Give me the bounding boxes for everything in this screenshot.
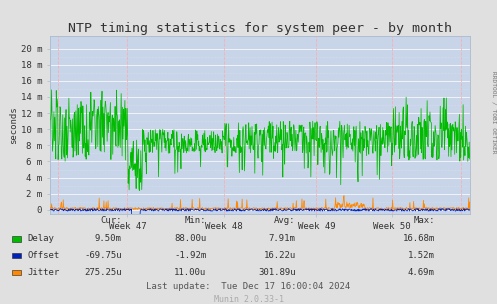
Text: 7.91m: 7.91m bbox=[269, 234, 296, 244]
Title: NTP timing statistics for system peer - by month: NTP timing statistics for system peer - … bbox=[68, 22, 452, 35]
Text: Jitter: Jitter bbox=[27, 268, 60, 277]
Text: Cur:: Cur: bbox=[100, 216, 122, 226]
Text: 275.25u: 275.25u bbox=[84, 268, 122, 277]
Text: Delay: Delay bbox=[27, 234, 54, 244]
Text: -1.92m: -1.92m bbox=[174, 251, 206, 260]
Text: Max:: Max: bbox=[414, 216, 435, 226]
Text: Munin 2.0.33-1: Munin 2.0.33-1 bbox=[214, 295, 283, 304]
Text: -69.75u: -69.75u bbox=[84, 251, 122, 260]
Y-axis label: seconds: seconds bbox=[9, 107, 18, 144]
Text: 1.52m: 1.52m bbox=[408, 251, 435, 260]
Text: 16.22u: 16.22u bbox=[263, 251, 296, 260]
Text: 88.00u: 88.00u bbox=[174, 234, 206, 244]
Text: 9.50m: 9.50m bbox=[95, 234, 122, 244]
Text: 16.68m: 16.68m bbox=[403, 234, 435, 244]
Text: 11.00u: 11.00u bbox=[174, 268, 206, 277]
Text: 301.89u: 301.89u bbox=[258, 268, 296, 277]
Text: Last update:  Tue Dec 17 16:00:04 2024: Last update: Tue Dec 17 16:00:04 2024 bbox=[147, 282, 350, 292]
Text: 4.69m: 4.69m bbox=[408, 268, 435, 277]
Text: Min:: Min: bbox=[185, 216, 206, 226]
Text: Avg:: Avg: bbox=[274, 216, 296, 226]
Text: RRDTOOL / TOBI OETIKER: RRDTOOL / TOBI OETIKER bbox=[491, 71, 496, 154]
Text: Offset: Offset bbox=[27, 251, 60, 260]
